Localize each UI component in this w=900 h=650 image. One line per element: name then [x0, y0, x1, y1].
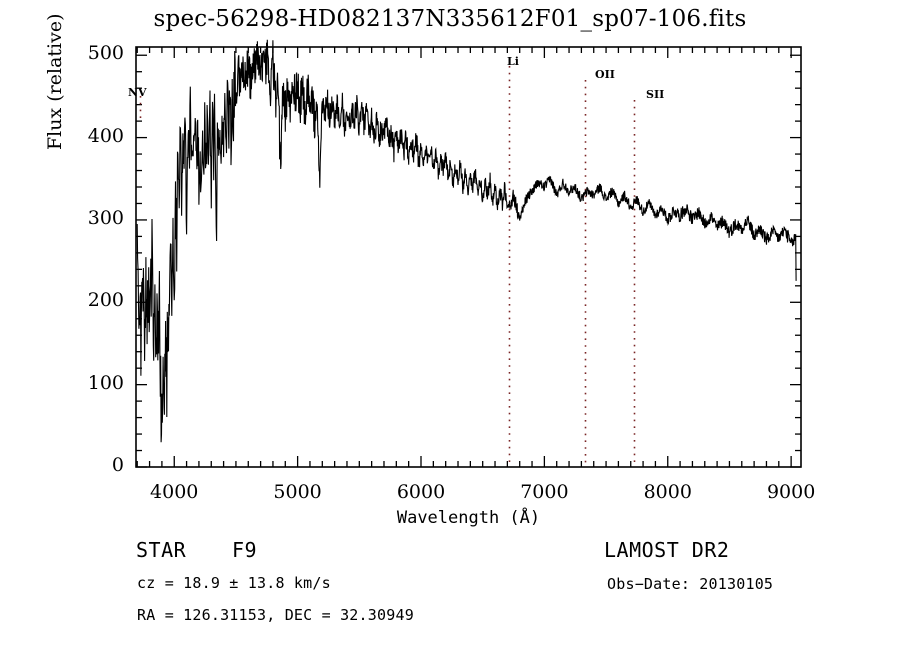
x-tick-label: 4000	[150, 481, 199, 503]
x-tick-label: 5000	[273, 481, 322, 503]
y-tick-label: 200	[87, 289, 124, 312]
cz-value: cz = 18.9 ± 13.8 km/s	[137, 574, 331, 592]
coordinates: RA = 126.31153, DEC = 32.30949	[137, 606, 414, 624]
object-class: STAR	[136, 538, 187, 562]
line-marker-guides	[139, 66, 636, 467]
line-marker-label-li: Li	[507, 55, 519, 68]
line-marker-label-oii: OII	[595, 68, 615, 81]
x-tick-label: 7000	[520, 481, 569, 503]
survey-label: LAMOST DR2	[604, 538, 730, 562]
axis-ticks	[136, 47, 801, 468]
x-axis-label: Wavelength (Å)	[396, 508, 541, 528]
y-tick-label: 500	[87, 42, 124, 65]
y-tick-label: 100	[87, 371, 124, 394]
line-marker-label-sii: SII	[646, 88, 665, 101]
x-tick-label: 9000	[766, 481, 816, 503]
x-tick-label: 6000	[396, 481, 446, 503]
x-tick-label: 8000	[643, 481, 692, 503]
y-axis-label: Flux (relative)	[44, 13, 66, 151]
y-tick-label: 300	[87, 206, 124, 229]
plot-frame	[135, 46, 802, 468]
line-marker-label-nv: NV	[128, 86, 147, 99]
spectrum-trace	[136, 39, 797, 443]
y-tick-label: 400	[87, 124, 124, 147]
page-title: spec-56298-HD082137N335612F01_sp07-106.f…	[153, 6, 747, 32]
spectral-type: F9	[232, 538, 258, 562]
obs-date: Obs−Date: 20130105	[607, 575, 774, 593]
y-tick-label: 0	[111, 454, 124, 476]
